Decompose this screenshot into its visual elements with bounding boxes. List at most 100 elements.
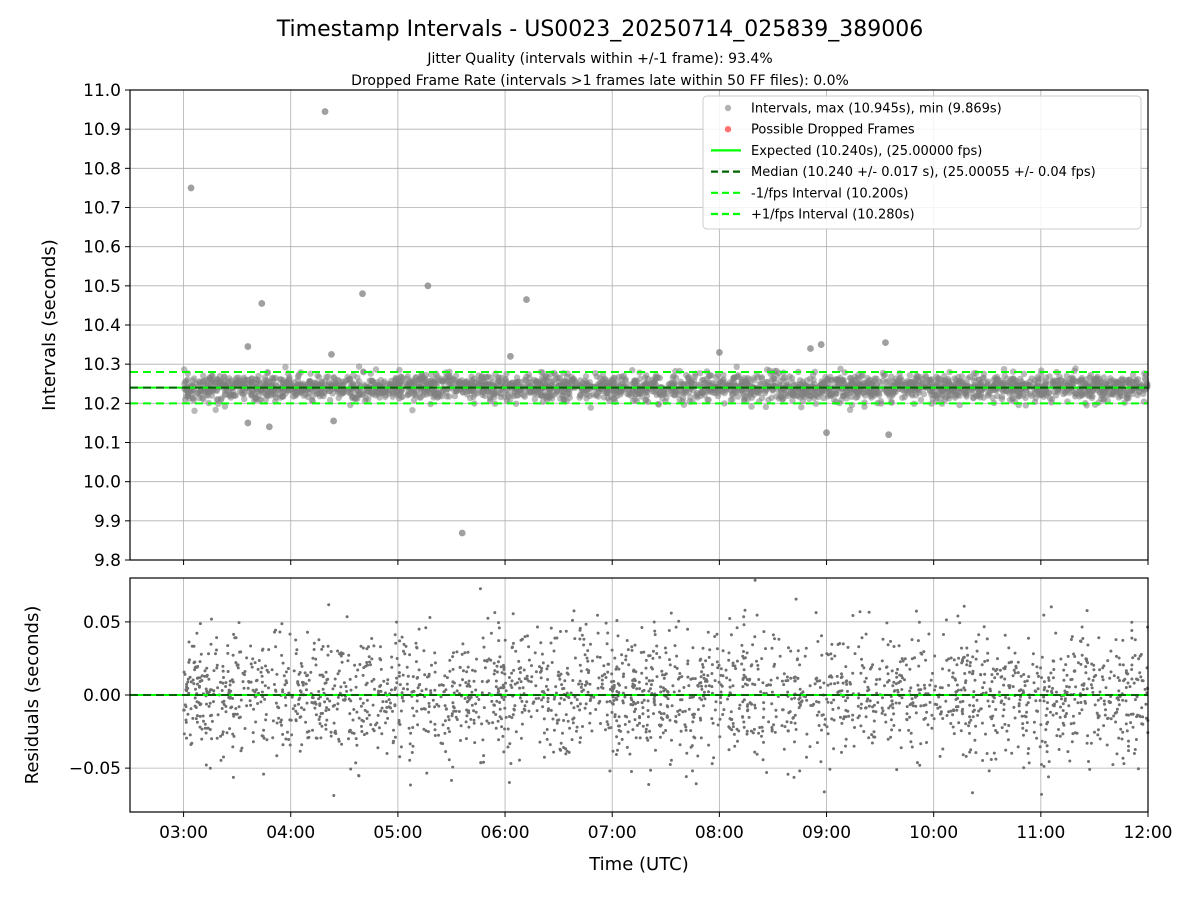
residual-point <box>216 686 220 690</box>
residual-point <box>838 689 842 693</box>
residual-point <box>1127 739 1130 743</box>
residual-point <box>503 672 507 676</box>
residual-point <box>585 656 589 660</box>
residual-point <box>719 667 723 671</box>
intervals-y-tick-label: 10.1 <box>83 434 121 454</box>
residual-point <box>1088 767 1092 771</box>
interval-point <box>643 372 650 379</box>
residual-point <box>1007 646 1011 650</box>
interval-point <box>734 373 741 380</box>
residual-point <box>351 718 355 722</box>
residual-point <box>270 668 274 672</box>
residual-point <box>527 679 531 683</box>
interval-point <box>433 380 440 387</box>
residual-point <box>721 713 725 716</box>
residual-point <box>306 736 310 740</box>
interval-point <box>506 380 514 388</box>
residual-point <box>830 675 834 679</box>
residual-point <box>193 660 197 664</box>
residual-point <box>1016 745 1020 749</box>
residual-point <box>727 725 731 729</box>
residual-point <box>1042 613 1046 617</box>
residual-point <box>461 642 465 646</box>
residual-point <box>757 731 761 735</box>
residual-point <box>210 617 213 621</box>
residual-point <box>367 713 371 717</box>
residual-point <box>961 699 965 703</box>
residual-point <box>604 676 608 679</box>
residual-point <box>195 631 199 635</box>
interval-point <box>684 374 692 381</box>
residual-point <box>455 718 459 721</box>
residual-point <box>741 715 745 719</box>
residual-point <box>972 704 975 708</box>
residual-point <box>373 687 376 691</box>
residual-point <box>274 688 277 692</box>
residual-point <box>256 667 260 671</box>
residual-point <box>604 728 607 732</box>
residual-point <box>872 730 876 734</box>
residual-point <box>684 775 688 779</box>
residual-point <box>205 702 208 706</box>
residual-point <box>886 680 889 684</box>
residual-point <box>1061 732 1065 736</box>
residual-point <box>549 641 553 645</box>
residual-point <box>481 738 485 742</box>
residual-point <box>751 643 755 647</box>
interval-point <box>587 404 594 411</box>
residual-point <box>913 656 917 660</box>
residual-point <box>696 754 700 758</box>
residual-point <box>280 622 284 626</box>
residual-point <box>1062 678 1066 682</box>
residual-point <box>429 720 433 724</box>
residual-point <box>713 679 717 683</box>
residual-point <box>292 669 296 673</box>
residual-point <box>1091 678 1095 682</box>
residual-point <box>962 604 966 608</box>
interval-outlier-point <box>328 350 335 358</box>
residual-point <box>922 704 926 707</box>
residual-point <box>1090 662 1094 666</box>
residual-point <box>470 690 474 694</box>
residual-point <box>278 630 282 634</box>
residual-point <box>736 739 739 743</box>
residual-point <box>540 666 544 670</box>
residual-point <box>195 720 199 724</box>
residual-point <box>668 663 672 667</box>
interval-point <box>417 394 424 401</box>
residual-point <box>525 674 529 678</box>
residual-point <box>195 714 199 718</box>
residual-point <box>460 652 464 656</box>
interval-point <box>190 375 198 382</box>
residual-point <box>1038 745 1042 749</box>
interval-point <box>398 378 405 385</box>
interval-point <box>719 379 726 386</box>
interval-outlier-point <box>523 296 530 303</box>
residual-point <box>395 676 399 680</box>
residual-point <box>571 618 574 622</box>
residual-point <box>731 664 735 667</box>
residual-point <box>379 645 382 649</box>
residual-point <box>210 737 214 741</box>
intervals-y-tick-label: 10.2 <box>83 394 121 414</box>
residual-point <box>740 662 744 666</box>
residual-point <box>710 672 714 675</box>
residual-point <box>379 709 383 713</box>
residual-point <box>1074 685 1078 689</box>
residual-point <box>497 626 501 630</box>
residual-point <box>228 727 232 731</box>
residual-point <box>472 721 476 725</box>
residual-point <box>885 621 889 625</box>
residual-point <box>965 659 969 663</box>
residual-point <box>1084 665 1088 669</box>
interval-point <box>796 377 804 384</box>
residual-point <box>471 668 474 672</box>
residual-point <box>596 613 599 617</box>
residual-point <box>340 660 344 664</box>
residual-point <box>630 648 634 652</box>
residual-point <box>673 644 677 648</box>
residual-point <box>288 632 292 636</box>
residual-point <box>1069 722 1073 726</box>
residual-point <box>727 651 731 655</box>
residual-point <box>320 724 324 728</box>
